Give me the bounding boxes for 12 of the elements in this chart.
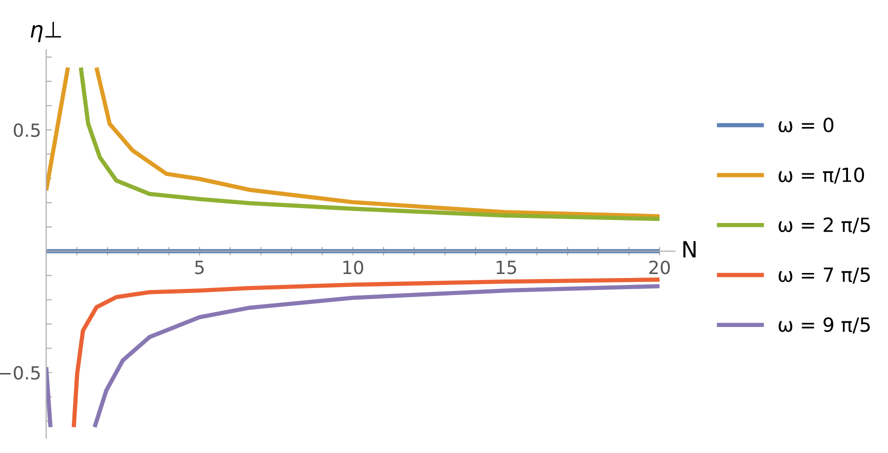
- legend-label: ω = π/10: [778, 168, 864, 184]
- legend-label: ω = 2 π/5: [778, 217, 870, 234]
- x-tick-label: 15: [496, 260, 516, 274]
- x-tick-label: 5: [195, 260, 204, 274]
- legend-label: ω = 7 π/5: [778, 268, 870, 284]
- legend-label: ω = 9 π/5: [778, 317, 870, 334]
- y-axis-title: η⊥: [30, 22, 61, 42]
- y-tick-label: 0.5: [14, 123, 40, 138]
- x-tick-label: 20: [649, 260, 670, 274]
- x-tick-label: 10: [343, 260, 364, 274]
- x-axis-title: N: [683, 241, 696, 258]
- legend-label: ω = 0: [778, 118, 834, 132]
